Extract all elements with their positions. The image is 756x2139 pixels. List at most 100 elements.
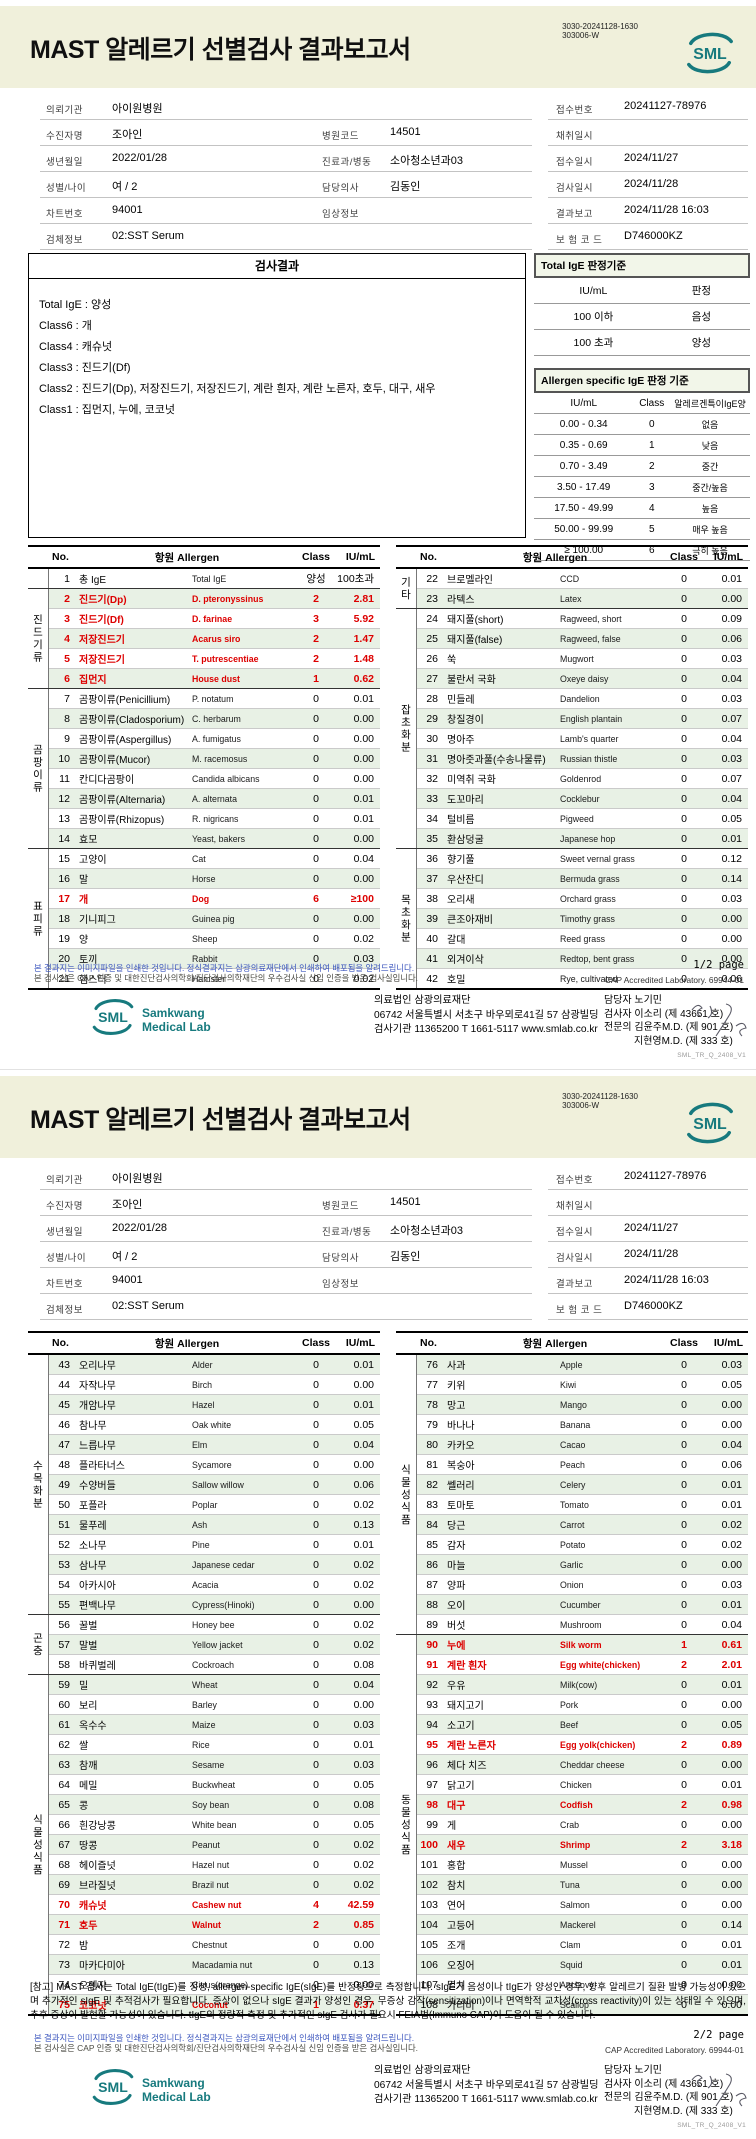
allergen-value: 0.01: [353, 812, 374, 825]
group-gutter: 잡초화분: [396, 609, 416, 848]
allergen-class: 0: [313, 932, 319, 945]
allergen-name-kr: 멸치: [447, 1981, 466, 1992]
patient-info-row: 생년월일 2022/01/28 진료과/병동 소아청소년과03 접수일시 2024/11/…: [0, 1216, 756, 1242]
reference-note: [참고] MAST 검사는 Total IgE(tIgE)를 정성, aller…: [30, 1982, 746, 2021]
disclaimer-accreditation: 본 검사실은 CAP 인증 및 대한진단검사의학회/진단검사의학재단의 우수검사…: [34, 973, 419, 983]
patient-info-label: 담당의사: [322, 183, 359, 194]
allergen-row: 2 진드기(Dp) D. pteronyssinus 2 2.81: [49, 589, 380, 609]
patient-info-row: 의뢰기관 아이원병원 접수번호 20241127-78976: [0, 1164, 756, 1190]
allergen-class: 0: [681, 1858, 687, 1871]
criteria-class: Class: [639, 397, 665, 409]
patient-info-row: 차트번호 94001 임상정보 결과보고 2024/11/28 16:03: [0, 1268, 756, 1294]
results-header: No. 항원 Allergen Class IU/mL: [396, 1331, 748, 1355]
criteria-class: 2: [648, 460, 655, 472]
allergen-value: 0.01: [721, 1478, 742, 1491]
allergen-class: 3: [313, 612, 319, 625]
allergen-no: 102: [420, 1878, 438, 1891]
allergen-row: 16 말 Horse 0 0.00: [49, 869, 380, 889]
criteria-judgement: 음성: [691, 311, 712, 323]
col-header-class: Class: [301, 551, 331, 563]
allergen-name-kr: 민들레: [447, 695, 475, 706]
allergen-value: 0.04: [721, 1438, 742, 1451]
group-gutter: 식물성식품: [396, 1355, 416, 1634]
sml-logo-icon: SML: [92, 999, 134, 1035]
sml-logo-icon: SML: [687, 32, 733, 74]
col-header-class: Class: [669, 1337, 699, 1349]
allergen-name-kr: 오징어: [447, 1961, 475, 1972]
allergen-value: 100초과: [337, 573, 374, 585]
allergen-value: 0.01: [353, 692, 374, 705]
patient-info-value: 20241127-78976: [624, 1170, 707, 1182]
criteria-range: 100 초과: [573, 337, 614, 349]
doc-code-line-1: 3030-20241128-1630: [562, 1092, 638, 1101]
allergen-no: 93: [426, 1698, 438, 1711]
allergen-name-kr: 털비름: [447, 815, 475, 826]
allergen-class: 0: [681, 952, 687, 965]
patient-info-value: 2024/11/28 16:03: [624, 1274, 709, 1286]
allergen-no: 96: [426, 1758, 438, 1771]
allergen-name-en: Yellow jacket: [192, 1639, 243, 1650]
criteria-level: 중간: [701, 461, 719, 472]
allergen-row: 44 자작나무 Birch 0 0.00: [49, 1375, 380, 1395]
allergen-name-kr: 가리비: [447, 2001, 475, 2012]
allergen-no: 22: [426, 572, 438, 585]
allergen-name-en: Acarus siro: [192, 633, 241, 644]
allergen-no: 20: [58, 952, 70, 965]
allergen-row: 55 편백나무 Cypress(Hinoki) 0 0.00: [49, 1595, 380, 1614]
patient-info-value: 94001: [112, 204, 143, 216]
allergen-name-kr: 곰팡이류(Alternaria): [79, 795, 166, 806]
allergen-no: 25: [426, 632, 438, 645]
allergen-no: 41: [426, 952, 438, 965]
allergen-row: 35 환삼덩굴 Japanese hop 0 0.01: [417, 829, 748, 848]
allergen-class: 0: [313, 752, 319, 765]
criteria-level: 없음: [701, 419, 719, 430]
allergen-name-kr: 플라타너스: [79, 1461, 125, 1472]
doc-codes: 3030-20241128-1630 303006-W: [562, 22, 638, 40]
allergen-row: 8 곰팡이류(Cladosporium) C. herbarum 0 0.00: [49, 709, 380, 729]
criteria-panel: Total IgE 판정기준 IU/mL 판정 100 이하 음성 100 초과 양성 All…: [534, 253, 750, 561]
allergen-no: 108: [420, 1998, 438, 2011]
allergen-no: 92: [426, 1678, 438, 1691]
allergen-name-en: Oak white: [192, 1419, 232, 1430]
allergen-value: 0.01: [721, 1498, 742, 1511]
allergen-row: 60 보리 Barley 0 0.00: [49, 1695, 380, 1715]
specific-ige-criteria-row: 50.00 - 99.99 5 매우 높음: [534, 519, 750, 540]
allergen-name-kr: 소나무: [79, 1541, 107, 1552]
allergen-class: 0: [681, 712, 687, 725]
patient-info-label: 접수번호: [556, 1175, 593, 1186]
staff-doctor-1: 전문의 김윤주M.D. (제 901 호): [604, 1022, 734, 1033]
allergen-name-kr: 느릅나무: [79, 1441, 116, 1452]
allergen-row: 40 갈대 Reed grass 0 0.00: [417, 929, 748, 949]
allergen-class: 0: [313, 1478, 319, 1491]
allergen-no: 1: [64, 572, 70, 585]
allergen-value: 0.02: [353, 932, 374, 945]
allergen-no: 42: [426, 972, 438, 985]
summary-line: Class2 : 진드기(Dp), 저장진드기, 저장진드기, 계란 흰자, 계…: [39, 383, 436, 395]
allergen-class: 0: [313, 1618, 319, 1631]
allergen-no: 27: [426, 672, 438, 685]
patient-info-value: 여 / 2: [112, 181, 138, 193]
allergen-row: 85 감자 Potato 0 0.02: [417, 1535, 748, 1555]
allergen-no: 52: [58, 1538, 70, 1551]
allergen-name-kr: 복숭아: [447, 1461, 475, 1472]
allergen-group: 식물성식품 76 사과 Apple 0 0.03 77 키위 Kiwi 0 0.05 78 망고 Mang…: [396, 1355, 748, 1634]
allergen-row: 4 저장진드기 Acarus siro 2 1.47: [49, 629, 380, 649]
allergen-no: 105: [420, 1938, 438, 1951]
group-rows: 43 오리나무 Alder 0 0.01 44 자작나무 Birch 0 0.00 45 개암나무 Ha…: [48, 1355, 380, 1614]
allergen-class: 0: [681, 632, 687, 645]
allergen-row: 47 느릅나무 Elm 0 0.04: [49, 1435, 380, 1455]
allergen-no: 55: [58, 1598, 70, 1611]
group-gutter: 목초화분: [396, 849, 416, 988]
allergen-value: 0.06: [721, 972, 742, 985]
allergen-value: 0.05: [353, 1418, 374, 1431]
allergen-no: 71: [58, 1918, 70, 1931]
allergen-name-en: Silk worm: [560, 1639, 602, 1650]
patient-info-label: 담당의사: [322, 1253, 359, 1264]
allergen-row: 3 진드기(Df) D. farinae 3 5.92: [49, 609, 380, 629]
allergen-no: 36: [426, 852, 438, 865]
allergen-class: 0: [681, 592, 687, 605]
allergen-name-en: House dust: [192, 673, 240, 684]
allergen-class: 0: [681, 732, 687, 745]
allergen-no: 57: [58, 1638, 70, 1651]
group-label: 식물성식품: [399, 1463, 412, 1526]
